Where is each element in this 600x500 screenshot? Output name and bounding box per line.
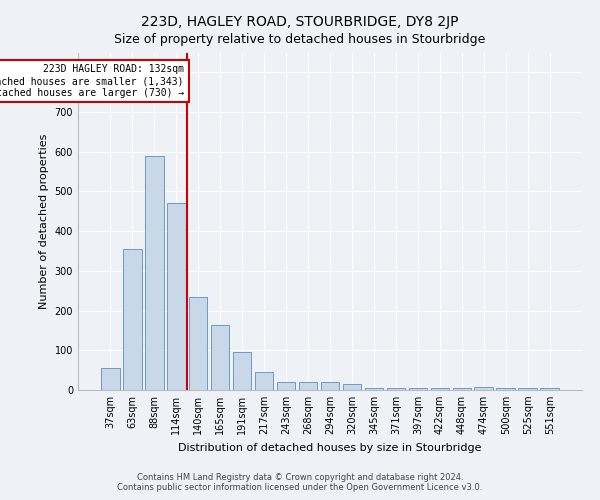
Text: Size of property relative to detached houses in Stourbridge: Size of property relative to detached ho… <box>115 32 485 46</box>
Bar <box>320 382 340 390</box>
Bar <box>386 388 405 390</box>
Bar <box>475 387 493 390</box>
Y-axis label: Number of detached properties: Number of detached properties <box>39 134 49 309</box>
Bar <box>365 388 383 390</box>
Bar <box>343 384 361 390</box>
Bar <box>101 368 119 390</box>
Bar <box>277 382 295 390</box>
X-axis label: Distribution of detached houses by size in Stourbridge: Distribution of detached houses by size … <box>178 442 482 452</box>
Bar <box>145 156 164 390</box>
Bar <box>541 388 559 390</box>
Bar <box>452 388 471 390</box>
Text: Contains HM Land Registry data © Crown copyright and database right 2024.
Contai: Contains HM Land Registry data © Crown c… <box>118 473 482 492</box>
Bar <box>211 326 229 390</box>
Bar <box>518 388 537 390</box>
Bar <box>123 249 142 390</box>
Bar <box>167 204 185 390</box>
Text: 223D, HAGLEY ROAD, STOURBRIDGE, DY8 2JP: 223D, HAGLEY ROAD, STOURBRIDGE, DY8 2JP <box>141 15 459 29</box>
Bar <box>189 296 208 390</box>
Bar <box>233 352 251 390</box>
Bar <box>431 388 449 390</box>
Bar <box>496 388 515 390</box>
Bar <box>299 382 317 390</box>
Bar <box>409 388 427 390</box>
Text: 223D HAGLEY ROAD: 132sqm
← 65% of detached houses are smaller (1,343)
35% of sem: 223D HAGLEY ROAD: 132sqm ← 65% of detach… <box>0 64 184 98</box>
Bar <box>255 372 274 390</box>
